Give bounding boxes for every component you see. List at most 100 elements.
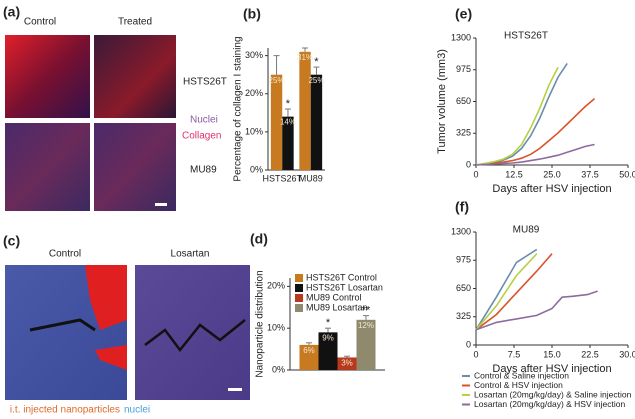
bar [356, 319, 376, 370]
x-tick-label: HSTS26T [262, 173, 302, 183]
series-line [475, 66, 559, 166]
legend-label: MU89 Losartan [306, 302, 368, 312]
bar [299, 51, 311, 170]
micrograph [5, 123, 90, 211]
series-line [475, 253, 553, 331]
panel-label: (a) [3, 4, 20, 20]
chart-title: HSTS26T [504, 31, 548, 42]
x-tick-label: MU89 [299, 173, 323, 183]
annotation: * [314, 56, 319, 68]
value-label: 12% [358, 321, 374, 330]
annotation: * [286, 98, 291, 110]
panel-label: (c) [3, 233, 20, 249]
x-tick-label: 25.0 [543, 169, 561, 179]
value-label: 14% [280, 118, 296, 127]
legend-swatch [295, 294, 303, 302]
y-tick-label: 20% [267, 281, 285, 291]
x-axis-label: Days after HSV injection [492, 363, 611, 375]
scale-bar [228, 388, 242, 391]
y-tick-label: 975 [456, 64, 471, 74]
legend-label: HSTS26T Losartan [306, 282, 383, 292]
column-label: Losartan [171, 249, 210, 260]
bar [282, 116, 294, 170]
value-label: 25% [308, 76, 324, 85]
x-tick-label: 37.5 [581, 169, 599, 179]
chart-title: MU89 [513, 225, 540, 236]
x-tick-label: 50.0 [619, 169, 635, 179]
y-tick-label: 975 [456, 255, 471, 265]
y-tick-label: 1300 [451, 32, 471, 42]
column-label: Control [24, 17, 56, 28]
x-axis-label: Days after HSV injection [492, 183, 611, 195]
micrograph [5, 35, 90, 118]
value-label: 9% [322, 333, 334, 342]
bar [337, 357, 357, 370]
legend-swatch [295, 274, 303, 282]
column-label: Control [49, 249, 81, 260]
micrograph [94, 123, 176, 211]
y-tick-label: 325 [456, 311, 471, 321]
caption: i.t. injected nanoparticles [10, 405, 120, 416]
nanoparticle-signal [85, 265, 127, 330]
series-line [475, 248, 538, 331]
value-label: 25% [269, 76, 285, 85]
panel-label: (e) [455, 6, 472, 22]
panel-label: (d) [250, 231, 268, 247]
bar [270, 74, 283, 170]
x-tick-label: 22.5 [581, 349, 599, 359]
row-label: MU89 [190, 165, 217, 176]
legend-label: Losartan (20mg/kg/day) & Saline injectio… [474, 389, 632, 399]
legend-label: MU89 Control [306, 292, 362, 302]
caption: nuclei [124, 405, 150, 416]
y-tick-label: 0% [250, 164, 263, 174]
series-line [475, 97, 596, 166]
stain-label: Collagen [182, 131, 221, 142]
y-tick-label: 0% [272, 364, 285, 374]
x-tick-label: 0 [473, 169, 478, 179]
value-label: 6% [303, 346, 315, 355]
x-tick-label: 12.5 [505, 169, 523, 179]
value-label: 31% [297, 53, 313, 62]
panel-label: (f) [455, 199, 469, 215]
annotation: ** [362, 305, 371, 317]
legend-label: HSTS26T Control [306, 272, 377, 282]
micrograph [94, 35, 176, 118]
x-tick-label: 7.5 [508, 349, 521, 359]
series-line [475, 290, 598, 331]
column-label: Treated [118, 17, 152, 28]
y-tick-label: 10% [267, 323, 285, 333]
legend-swatch [295, 284, 303, 292]
x-tick-label: 30.0 [619, 349, 635, 359]
y-tick-label: 30% [245, 50, 263, 60]
y-tick-label: 0 [466, 339, 471, 349]
necrotic-region [144, 319, 246, 353]
scale-bar [155, 203, 167, 206]
y-tick-label: 20% [245, 88, 263, 98]
y-axis-label: Nanoparticle distribution [255, 270, 266, 377]
series-line [475, 253, 538, 331]
bar [318, 332, 338, 370]
y-tick-label: 1300 [451, 226, 471, 236]
x-tick-label: 15.0 [543, 349, 561, 359]
necrotic-region [29, 318, 96, 332]
y-axis-label: Tumor volume (mm3) [436, 49, 448, 154]
y-tick-label: 325 [456, 128, 471, 138]
y-tick-label: 0 [466, 159, 471, 169]
y-axis-label: Percentage of collagen I staining [233, 36, 244, 181]
panel-label: (b) [243, 6, 261, 22]
legend-label: Control & Saline injection [474, 370, 569, 380]
stain-label: Nuclei [190, 115, 218, 126]
annotation: * [326, 317, 331, 329]
x-tick-label: 0 [473, 349, 478, 359]
legend-label: Control & HSV injection [474, 380, 563, 390]
series-line [475, 62, 568, 166]
value-label: 3% [341, 359, 353, 368]
row-label: HSTS26T [183, 77, 227, 88]
legend-label: Losartan (20mg/kg/day) & HSV injection [474, 399, 625, 409]
bar [299, 344, 319, 370]
nanoparticle-signal [95, 345, 127, 370]
y-tick-label: 650 [456, 283, 471, 293]
y-tick-label: 10% [245, 126, 263, 136]
